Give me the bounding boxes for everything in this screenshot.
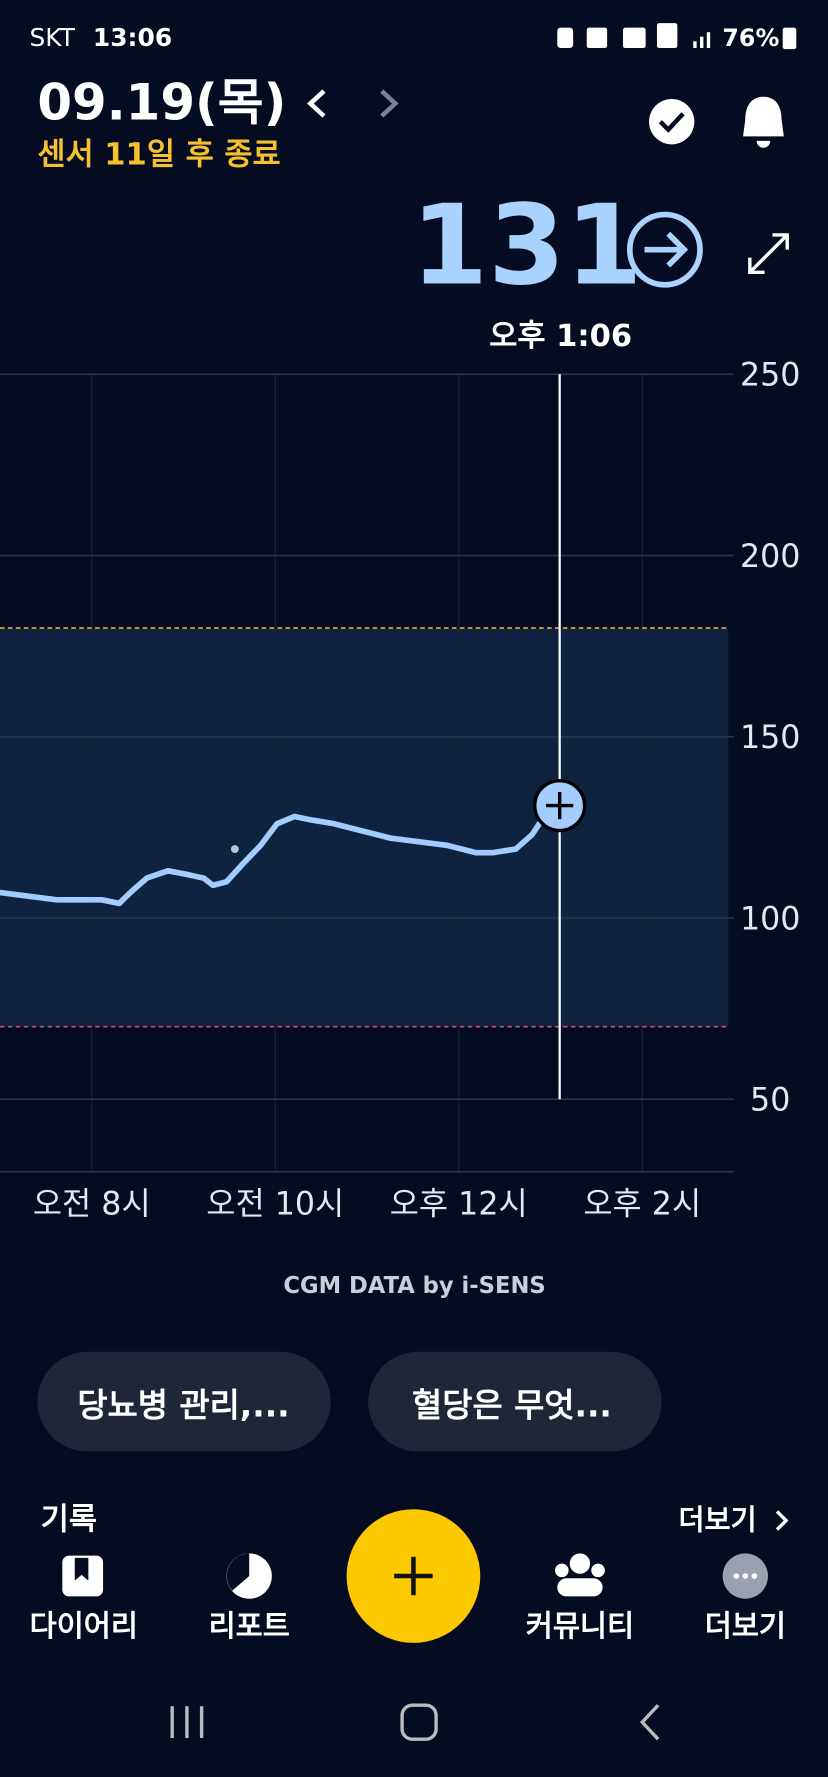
expand-icon[interactable] <box>748 233 789 275</box>
next-day[interactable] <box>380 89 399 118</box>
trend-arrow <box>626 211 703 288</box>
nav-label[interactable]: 다이어리 <box>30 1609 138 1643</box>
community-icon[interactable] <box>555 1553 605 1597</box>
card-title: 당뇨병 관리,... <box>77 1386 289 1424</box>
nav-label[interactable]: 커뮤니티 <box>526 1609 634 1643</box>
article-card[interactable] <box>368 1351 662 1452</box>
section-title: 기록 <box>41 1503 97 1538</box>
y-tick-label: 200 <box>740 539 801 575</box>
more-icon[interactable] <box>722 1553 768 1599</box>
x-tick-label: 오후 2시 <box>583 1187 701 1223</box>
x-tick-label: 오전 10시 <box>206 1187 344 1223</box>
article-card[interactable] <box>37 1351 331 1452</box>
target-band <box>0 627 729 1027</box>
clock: 13:06 <box>93 23 172 52</box>
prev-day[interactable] <box>307 89 326 118</box>
status-icons <box>557 23 711 49</box>
home-button[interactable] <box>400 1703 438 1741</box>
glucose-chart: 오전 8시 오전 10시 오후 12시 오후 2시 50 100 150 200 250 <box>0 358 800 1223</box>
more-chevron <box>775 1510 789 1531</box>
reading-dot <box>230 845 239 854</box>
y-tick-label: 100 <box>740 901 801 937</box>
current-glucose: 131 <box>411 182 643 311</box>
y-tick-label: 50 <box>750 1083 790 1119</box>
x-tick-label: 오후 12시 <box>390 1187 528 1223</box>
y-tick-label: 150 <box>740 720 801 756</box>
cursor-plus <box>546 791 574 820</box>
nav-label[interactable]: 더보기 <box>705 1609 786 1643</box>
report-icon[interactable] <box>226 1553 272 1599</box>
carrier: SKT <box>29 23 75 52</box>
battery-level: 76% <box>722 24 779 52</box>
nav-label[interactable]: 리포트 <box>209 1609 290 1643</box>
sensor-notice: 센서 11일 후 종료 <box>37 138 280 173</box>
y-tick-label: 250 <box>740 358 801 394</box>
current-time: 오후 1:06 <box>489 319 632 354</box>
add-icon <box>394 1556 433 1596</box>
x-tick-label: 오전 8시 <box>33 1187 151 1223</box>
date: 09.19(목) <box>37 73 286 131</box>
card-title: 혈당은 무엇... <box>412 1386 612 1424</box>
recents-button[interactable] <box>170 1706 204 1739</box>
diary-icon[interactable] <box>62 1555 104 1597</box>
verified-icon[interactable] <box>649 99 695 145</box>
notification-icon[interactable] <box>743 96 784 148</box>
section-more[interactable]: 더보기 <box>679 1504 757 1537</box>
back-button[interactable] <box>639 1704 660 1741</box>
battery-icon <box>782 27 797 50</box>
glucose-line <box>0 802 563 907</box>
data-source: CGM DATA by i-SENS <box>283 1273 545 1299</box>
